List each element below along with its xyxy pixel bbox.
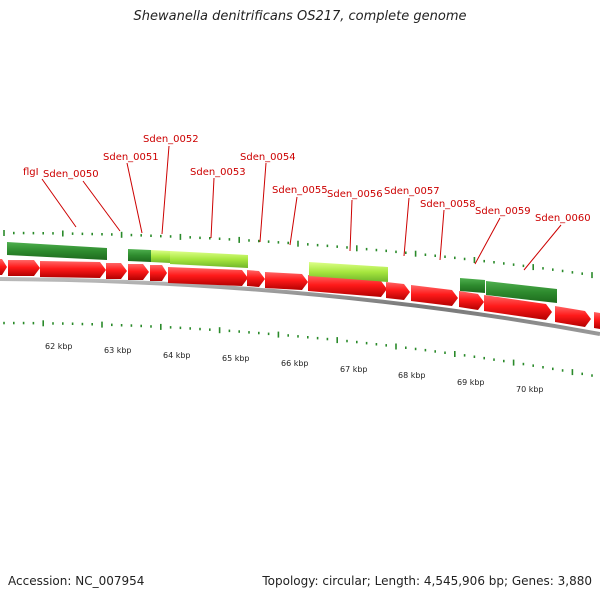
gene-arrow[interactable] bbox=[168, 267, 248, 286]
gene-arrow[interactable] bbox=[594, 312, 600, 329]
gene-arrow[interactable] bbox=[308, 275, 387, 297]
kbp-scale-labels: 62 kbp 63 kbp 64 kbp 65 kbp 66 kbp 67 kb… bbox=[45, 342, 544, 394]
kbp-label: 66 kbp bbox=[281, 359, 309, 368]
gene-arrow[interactable] bbox=[386, 282, 410, 300]
gene-arrow[interactable] bbox=[459, 291, 484, 310]
gene-label[interactable]: Sden_0054 bbox=[240, 152, 296, 163]
gene-arrow[interactable] bbox=[484, 295, 552, 320]
gene-arrow[interactable] bbox=[106, 263, 127, 279]
kbp-label: 63 kbp bbox=[104, 346, 132, 355]
gene-arrow[interactable] bbox=[0, 259, 7, 275]
gene-label[interactable]: Sden_0059 bbox=[475, 206, 531, 217]
gene-label[interactable]: Sden_0053 bbox=[190, 167, 246, 178]
gene-label[interactable]: Sden_0056 bbox=[327, 189, 383, 200]
reverse-strand-genes bbox=[7, 242, 557, 303]
forward-strand-genes bbox=[0, 259, 600, 329]
gene-block[interactable] bbox=[128, 249, 151, 262]
gene-label[interactable]: Sden_0052 bbox=[143, 134, 199, 145]
lower-tick-row bbox=[3, 320, 593, 377]
kbp-label: 64 kbp bbox=[163, 351, 191, 360]
gene-arrow[interactable] bbox=[40, 261, 106, 278]
gene-label[interactable]: flgI bbox=[23, 167, 39, 178]
kbp-label: 70 kbp bbox=[516, 385, 544, 394]
gene-block-highlighted[interactable] bbox=[151, 250, 170, 263]
accession-text: Accession: NC_007954 bbox=[8, 574, 145, 588]
genome-summary-text: Topology: circular; Length: 4,545,906 bp… bbox=[262, 574, 592, 588]
gene-label[interactable]: Sden_0058 bbox=[420, 199, 476, 210]
gene-block-highlighted[interactable] bbox=[170, 251, 248, 268]
gene-arrow[interactable] bbox=[150, 265, 167, 281]
gene-label-leaders bbox=[41, 145, 562, 271]
kbp-label: 68 kbp bbox=[398, 371, 426, 380]
gene-label[interactable]: Sden_0060 bbox=[535, 213, 591, 224]
kbp-label: 69 kbp bbox=[457, 378, 485, 387]
gene-label[interactable]: Sden_0057 bbox=[384, 186, 440, 197]
gene-block-highlighted[interactable] bbox=[309, 262, 388, 282]
map-title: Shewanella denitrificans OS217, complete… bbox=[133, 9, 467, 24]
gene-labels: flgI Sden_0050 Sden_0051 Sden_0052 Sden_… bbox=[23, 134, 591, 224]
gene-arrow[interactable] bbox=[247, 270, 265, 287]
gene-block[interactable] bbox=[460, 278, 485, 293]
gene-arrow[interactable] bbox=[265, 272, 308, 290]
genome-backbone bbox=[0, 277, 600, 336]
gene-arrow[interactable] bbox=[128, 264, 149, 280]
kbp-label: 65 kbp bbox=[222, 354, 250, 363]
gene-block[interactable] bbox=[486, 281, 557, 303]
gene-label[interactable]: Sden_0050 bbox=[43, 169, 99, 180]
gene-label[interactable]: Sden_0055 bbox=[272, 185, 328, 196]
gene-arrow[interactable] bbox=[411, 285, 458, 306]
gene-block[interactable] bbox=[7, 242, 107, 260]
gene-arrow[interactable] bbox=[555, 306, 591, 327]
gene-arrow[interactable] bbox=[8, 260, 40, 276]
kbp-label: 67 kbp bbox=[340, 365, 368, 374]
gene-label[interactable]: Sden_0051 bbox=[103, 152, 159, 163]
kbp-label: 62 kbp bbox=[45, 342, 73, 351]
upper-tick-row bbox=[3, 230, 593, 279]
